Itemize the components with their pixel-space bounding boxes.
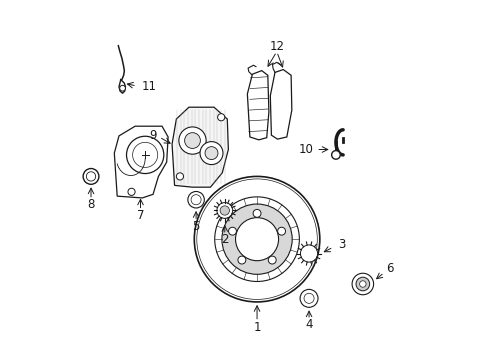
Circle shape bbox=[253, 210, 261, 217]
Text: 7: 7 bbox=[137, 210, 144, 222]
Circle shape bbox=[191, 195, 201, 205]
Circle shape bbox=[217, 114, 224, 121]
Circle shape bbox=[214, 197, 299, 282]
Text: 10: 10 bbox=[298, 143, 313, 156]
Text: 5: 5 bbox=[192, 220, 200, 233]
Circle shape bbox=[120, 85, 125, 91]
Circle shape bbox=[196, 179, 317, 300]
Text: 3: 3 bbox=[337, 238, 345, 251]
Circle shape bbox=[331, 150, 340, 159]
Text: 1: 1 bbox=[253, 320, 260, 333]
Circle shape bbox=[228, 227, 236, 235]
Polygon shape bbox=[172, 107, 228, 187]
Circle shape bbox=[304, 293, 313, 303]
Circle shape bbox=[300, 245, 317, 262]
Text: 8: 8 bbox=[87, 198, 95, 211]
Circle shape bbox=[217, 203, 232, 219]
Text: 4: 4 bbox=[305, 318, 312, 331]
Circle shape bbox=[176, 173, 183, 180]
Circle shape bbox=[86, 172, 96, 181]
Circle shape bbox=[200, 141, 223, 165]
Circle shape bbox=[300, 289, 317, 307]
Text: 2: 2 bbox=[221, 233, 228, 246]
Circle shape bbox=[222, 204, 292, 274]
Circle shape bbox=[194, 176, 319, 302]
Text: 12: 12 bbox=[269, 40, 284, 53]
Circle shape bbox=[238, 256, 245, 264]
Text: 11: 11 bbox=[142, 80, 156, 93]
Circle shape bbox=[204, 147, 218, 159]
Circle shape bbox=[355, 277, 369, 291]
Circle shape bbox=[359, 281, 366, 287]
Circle shape bbox=[179, 127, 206, 154]
Text: 9: 9 bbox=[149, 129, 156, 142]
Circle shape bbox=[184, 133, 200, 148]
Text: 6: 6 bbox=[386, 262, 393, 275]
Circle shape bbox=[277, 227, 285, 235]
Circle shape bbox=[235, 218, 278, 261]
Circle shape bbox=[83, 168, 99, 184]
Circle shape bbox=[268, 256, 276, 264]
Circle shape bbox=[187, 192, 204, 208]
Circle shape bbox=[351, 273, 373, 295]
Circle shape bbox=[220, 206, 229, 215]
